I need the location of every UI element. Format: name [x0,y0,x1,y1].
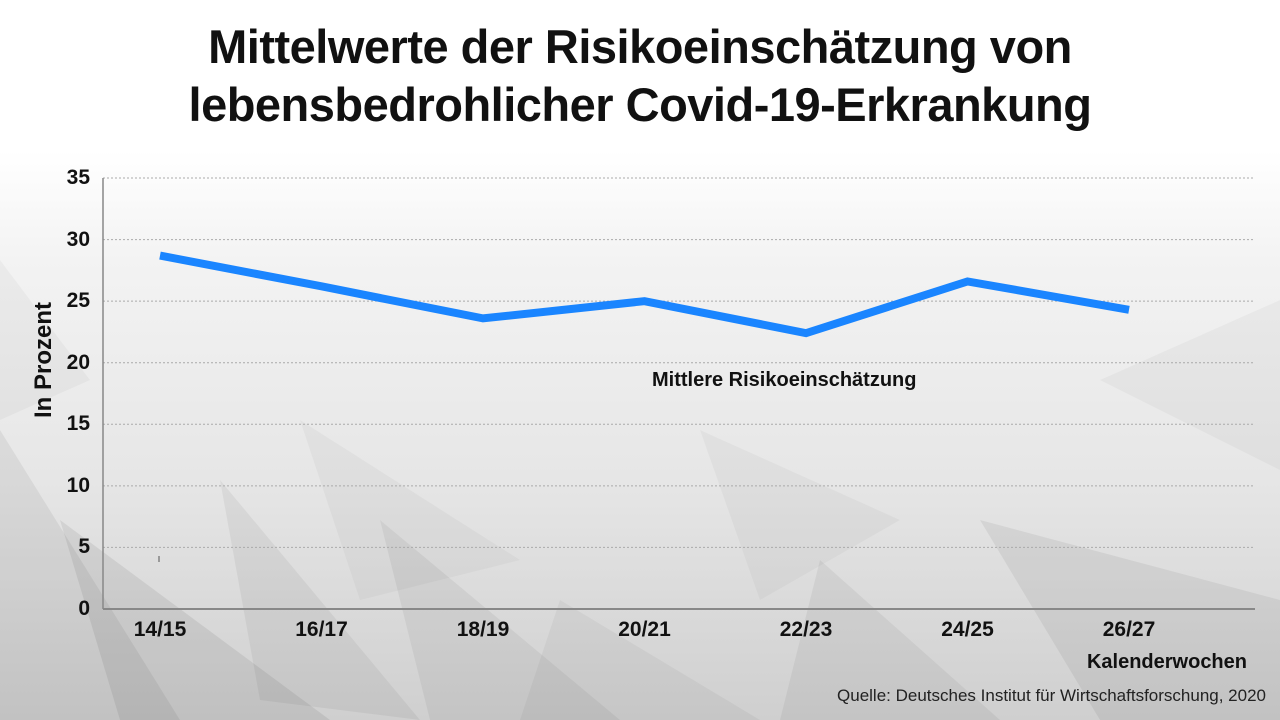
x-tick-label: 16/17 [295,618,348,641]
x-tick-label: 24/25 [941,618,994,641]
title-line-2: lebensbedrohlicher Covid-19-Erkrankung [188,78,1092,131]
x-tick-label: 22/23 [779,618,833,641]
y-tick-label: 30 [66,227,90,251]
y-tick-label: 10 [66,473,90,497]
title-line-1: Mittelwerte der Risikoeinschätzung von [208,20,1072,73]
x-tick-label: 20/21 [618,618,671,641]
y-tick-label: 0 [78,597,90,620]
series-label: Mittlere Risikoeinschätzung [652,369,917,391]
x-axis-label: Kalenderwochen [1086,651,1247,673]
source-note: Quelle: Deutsches Institut für Wirtschaf… [837,686,1266,705]
y-tick-label: 25 [66,289,90,313]
x-tick-label: 18/19 [456,618,510,641]
y-tick-label: 5 [78,535,90,559]
y-tick-label: 20 [66,350,90,374]
series-line [159,251,1130,338]
x-tick-label: 26/27 [1102,618,1156,641]
chart-title: Mittelwerte der Risikoeinschätzung von l… [0,18,1280,134]
y-tick-label: 15 [66,412,90,436]
x-tick-label: 14/15 [133,618,187,641]
y-tick-label: 35 [66,166,90,189]
